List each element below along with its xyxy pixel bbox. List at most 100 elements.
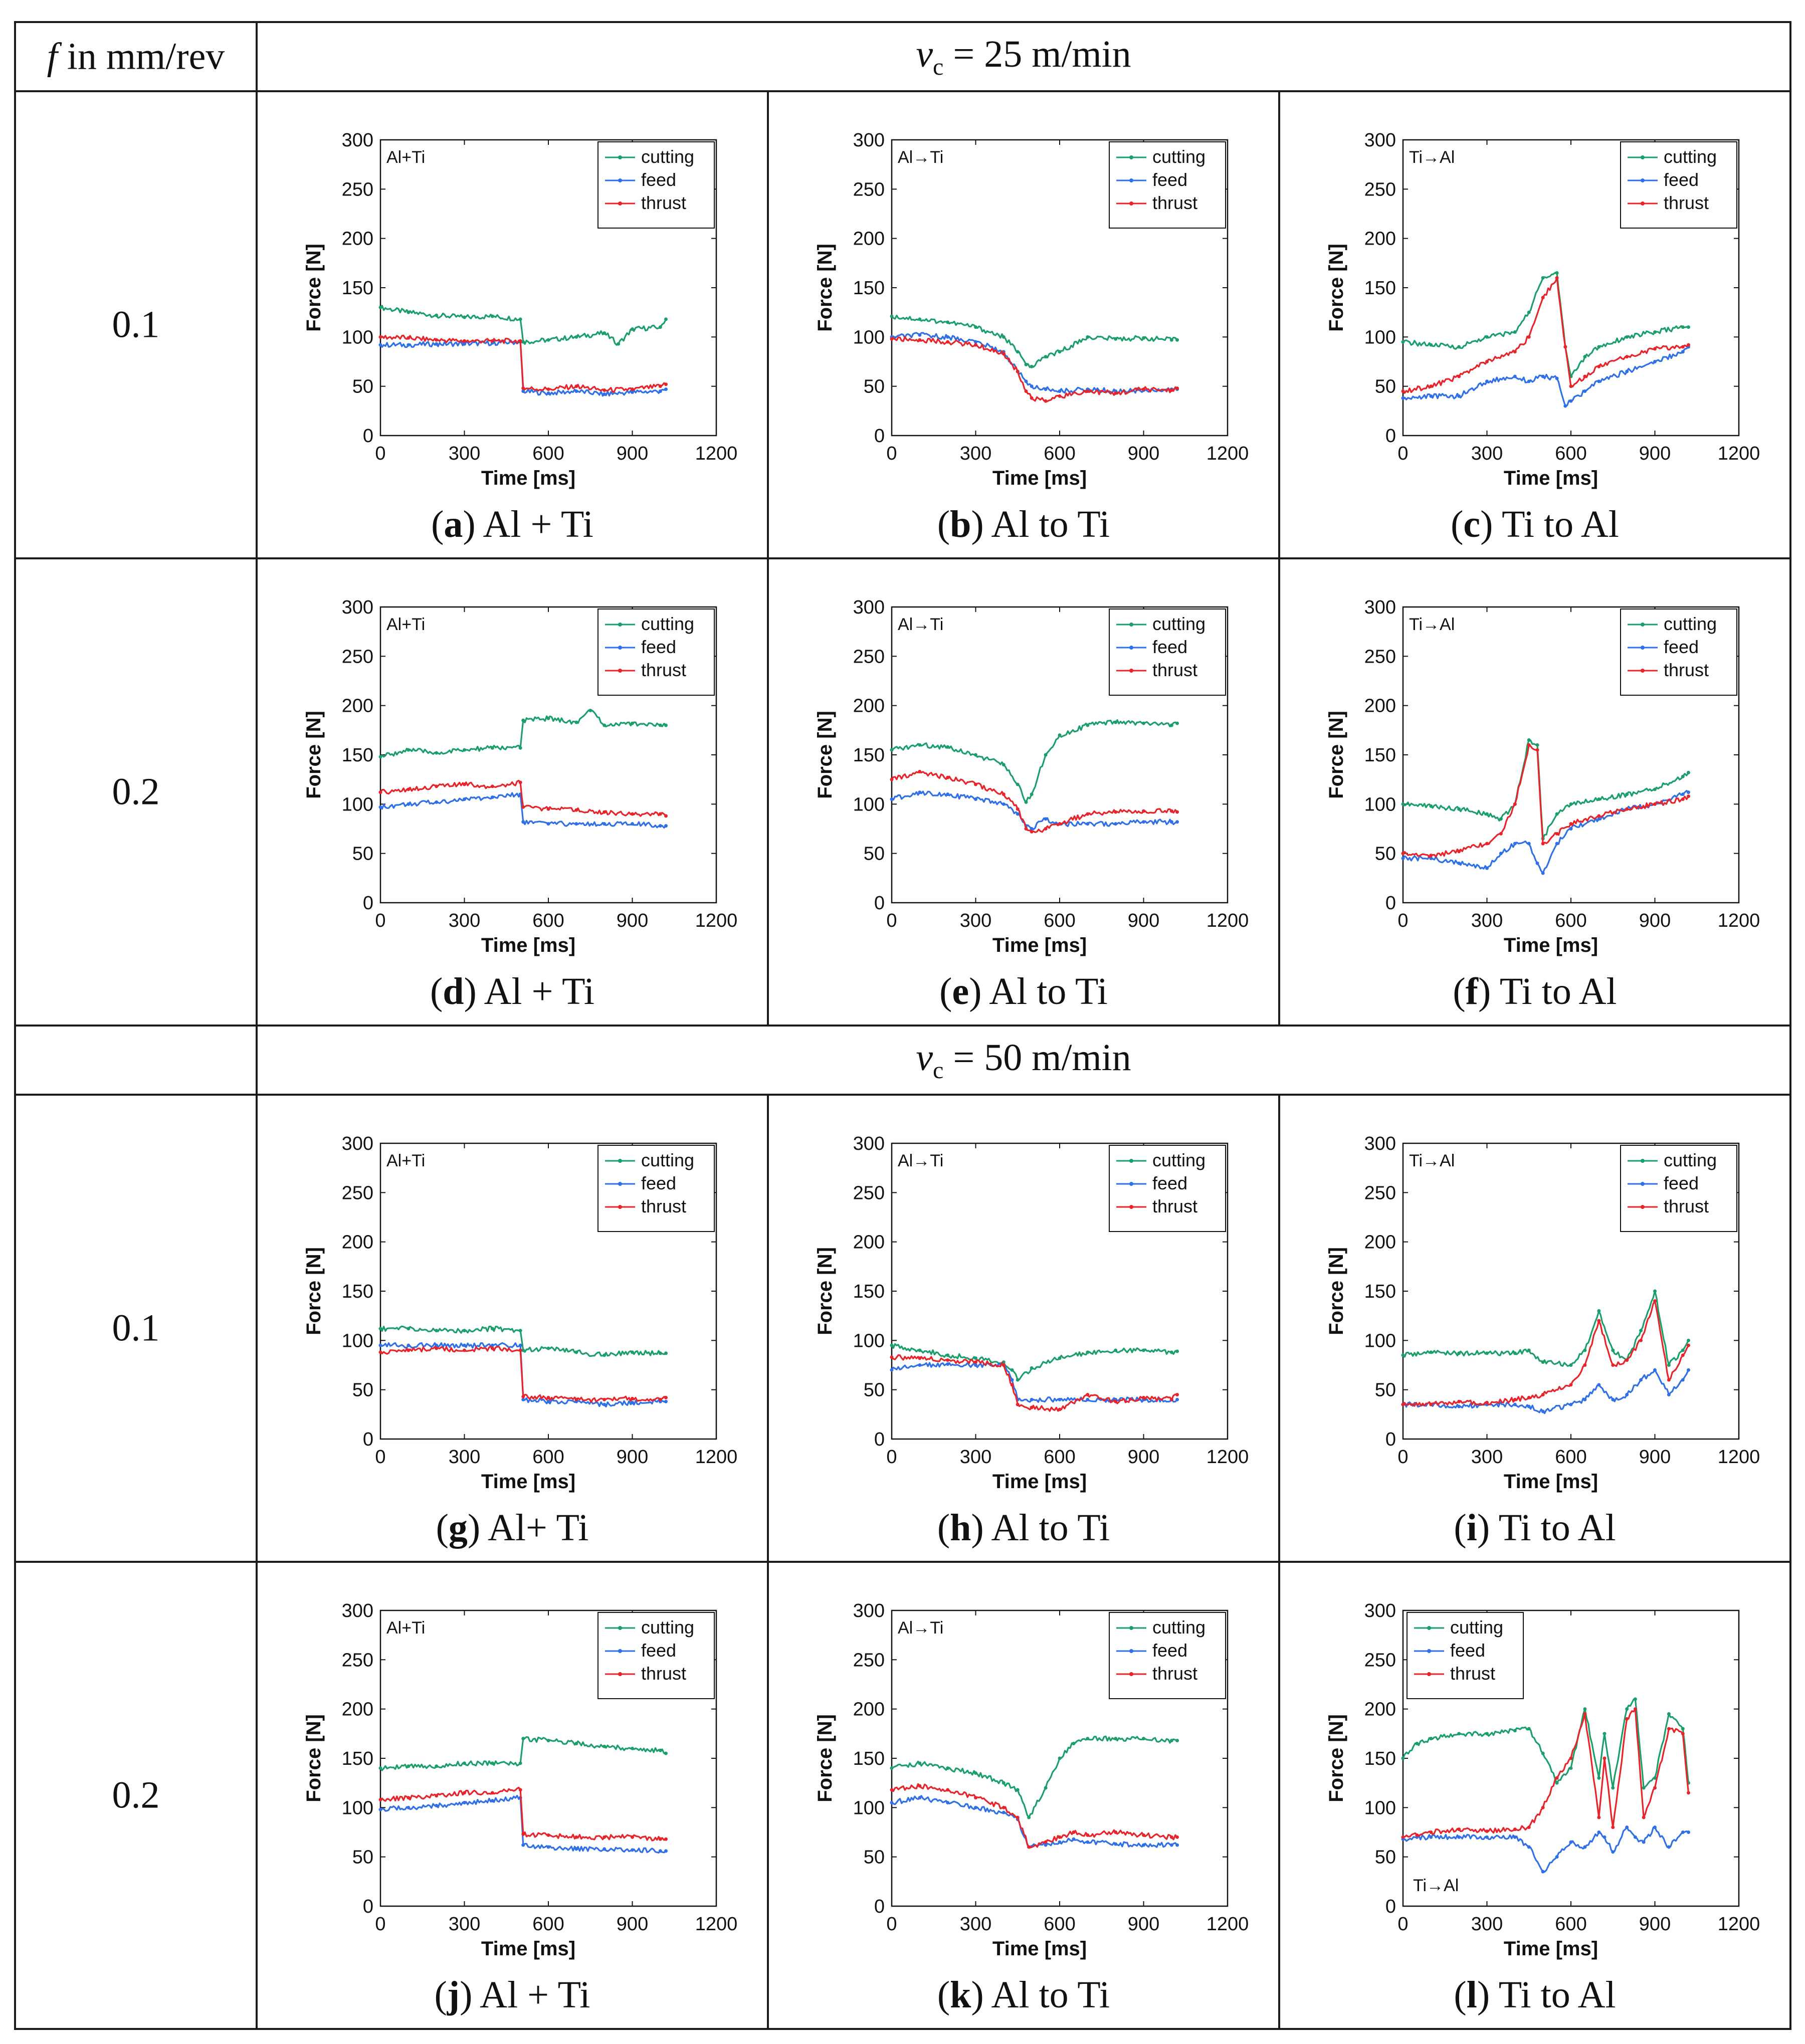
y-axis-label: Force [N] [814,1714,836,1802]
legend-label-thrust: thrust [641,660,686,680]
data-point-cutting [1642,1786,1646,1790]
data-point-cutting [974,1356,977,1360]
y-tick-label: 200 [853,1699,885,1720]
data-point-thrust [378,1798,382,1802]
legend-box [1109,141,1226,229]
data-point-thrust [463,1348,466,1352]
data-point-feed [407,1343,411,1347]
data-point-thrust [946,775,950,779]
caption-b: (b) Al to Ti [937,503,1110,545]
data-point-cutting [546,1346,550,1350]
data-point-thrust [1429,384,1433,388]
plot-annotation: Al+Ti [386,1151,425,1170]
feed-label-1: 0.1 [112,303,160,346]
data-point-feed [378,1807,382,1811]
y-tick-label: 250 [342,646,373,667]
y-tick-label: 200 [1364,1699,1396,1720]
data-point-feed [1611,1850,1615,1854]
legend-label-thrust: thrust [1450,1663,1495,1684]
y-tick-label: 100 [342,327,373,348]
data-point-thrust [378,1350,382,1354]
y-tick-label: 50 [1375,1847,1396,1868]
data-point-cutting [1044,753,1048,757]
data-point-thrust [946,1358,950,1362]
data-point-cutting [1527,738,1531,742]
data-point-thrust [1072,1830,1076,1834]
data-point-thrust [1175,810,1179,814]
data-point-cutting [664,1751,668,1755]
y-tick-label: 300 [342,1600,373,1621]
data-point-feed [1681,792,1685,796]
data-point-thrust [1401,389,1405,393]
data-point-cutting [1024,800,1028,804]
data-point-thrust [1541,1805,1545,1809]
data-point-feed [1429,1835,1433,1839]
data-point-thrust [664,382,668,386]
legend-box [1620,1145,1737,1232]
data-point-cutting [1175,1349,1179,1353]
data-point-cutting [631,721,634,725]
x-axis-label: Time [ms] [481,1938,575,1960]
data-point-thrust [974,782,977,786]
data-point-cutting [974,325,977,329]
chart-b: 0 50 100 150 200 250 300 0 300 600 900 1200 Time [ms… [814,130,1249,489]
data-point-thrust [1653,1299,1657,1303]
data-point-thrust [890,337,894,341]
plot-annotation: Al→Ti [898,148,943,167]
data-point-cutting [1681,774,1685,778]
data-point-cutting [490,746,494,750]
x-tick-label: 600 [1044,443,1075,464]
data-point-cutting [518,1329,522,1333]
data-point-cutting [1169,1350,1173,1354]
series-line-thrust [380,1786,667,1842]
plot-annotation: Ti→Al [1409,615,1455,634]
data-point-thrust [518,780,522,784]
data-point-thrust [1044,399,1048,403]
data-point-feed [603,1402,607,1406]
x-tick-label: 300 [960,443,991,464]
data-point-thrust [1175,386,1179,390]
chart-j: 0 50 100 150 200 250 300 0 300 600 900 1200 Time [ms… [303,1600,737,1960]
x-tick-label: 1200 [1718,1914,1760,1935]
y-tick-label: 50 [864,1380,885,1401]
data-point-cutting [1401,802,1405,806]
data-point-cutting [658,723,662,727]
data-point-cutting [1044,1786,1048,1790]
x-axis-label: Time [ms] [992,934,1087,956]
y-axis-label: Force [N] [814,711,836,799]
data-point-feed [463,1343,466,1347]
data-point-feed [1681,350,1685,354]
x-tick-label: 1200 [1207,910,1249,931]
legend-label-cutting: cutting [1152,1617,1206,1638]
data-point-thrust [1030,830,1034,834]
data-point-thrust [1513,350,1517,354]
data-point-feed [603,1847,607,1851]
data-point-thrust [574,1835,578,1839]
data-point-thrust [664,1837,668,1841]
y-tick-label: 100 [342,1797,373,1818]
x-tick-label: 1200 [1207,443,1249,464]
data-point-cutting [1086,1737,1090,1741]
data-point-cutting [1429,1737,1433,1741]
data-point-feed [1527,379,1531,383]
x-tick-label: 900 [1128,910,1159,931]
data-point-cutting [603,723,607,727]
feed-label-4: 0.2 [112,1774,160,1816]
x-tick-label: 0 [375,443,385,464]
data-point-feed [407,1805,411,1809]
legend-label-thrust: thrust [641,1663,686,1684]
y-tick-label: 150 [853,278,885,299]
data-point-cutting [1597,1776,1601,1780]
data-point-cutting [518,746,522,750]
data-point-feed [1583,1397,1587,1401]
data-point-feed [1058,389,1062,393]
series-line-feed [891,332,1178,394]
data-point-feed [521,1397,525,1401]
y-axis-label: Force [N] [1325,711,1347,799]
data-point-thrust [1030,1405,1034,1409]
data-point-thrust [1457,850,1461,854]
x-tick-label: 1200 [1207,1914,1249,1935]
y-axis-label: Force [N] [1325,1247,1347,1335]
data-point-feed [378,343,382,347]
data-point-cutting [546,338,550,342]
